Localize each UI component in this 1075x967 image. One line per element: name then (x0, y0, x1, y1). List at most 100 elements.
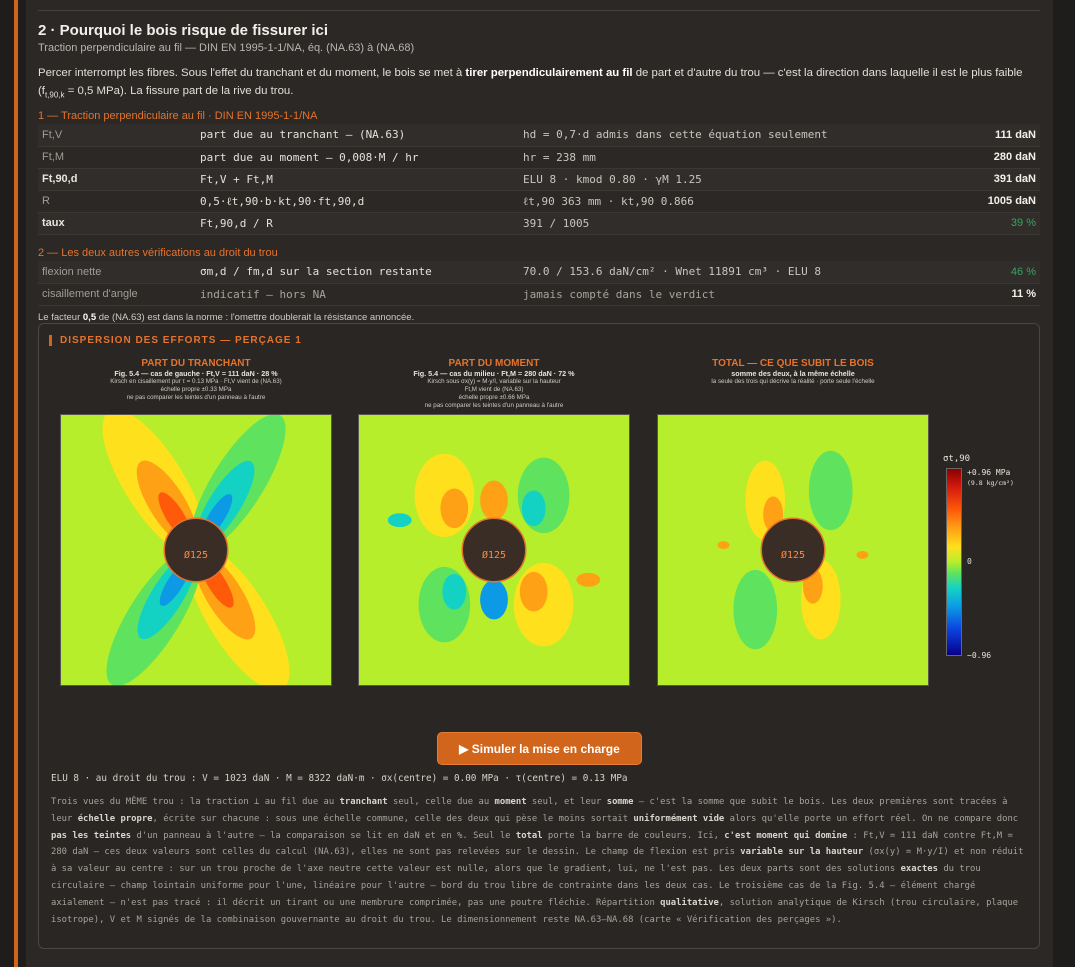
panel-header-total: TOTAL — CE QUE SUBIT LE BOIS somme des d… (657, 358, 929, 386)
table-row: taux Ft,90,d / R 391 / 1005 39 % (38, 212, 1040, 235)
panel-caption: ne pas comparer les teintes d'un panneau… (424, 402, 564, 409)
colorbar (946, 468, 962, 656)
explanation-emphasis: somme (606, 797, 634, 807)
row-formula: 0,5·ℓt,90·b·kt,90·ft,90,d (196, 190, 519, 213)
explanation-run: alors qu'elle porte un effort réel. On n… (724, 813, 1019, 824)
panel-caption: Fig. 5.4 — cas du milieu · Ft,M = 280 da… (413, 369, 575, 378)
row-label: Ft,90,d (38, 168, 196, 191)
row-value: 280 daN (939, 146, 1040, 169)
panel-title: PART DU TRANCHANT (141, 358, 251, 369)
table-row: cisaillement d'angle indicatif — hors NA j… (38, 283, 1040, 306)
explanation-run: (σx(y) = M·y/I) et non réduit à sa valeu… (51, 847, 1024, 875)
divider (38, 10, 1040, 11)
explanation-emphasis: total (515, 830, 543, 841)
row-param: hd = 0,7·d admis dans cette équation seu… (519, 124, 939, 147)
row-formula: part due au moment — 0,008·M / hr (196, 146, 519, 169)
block2-table: flexion nette σm,d / fm,d sur la section … (38, 261, 1040, 306)
explanation-emphasis: moment (494, 797, 527, 807)
explanation-run: du trou circulaire — champ lointain unif… (51, 864, 981, 908)
panel-title: PART DU MOMENT (448, 358, 540, 369)
row-value: 391 daN (939, 168, 1040, 191)
row-label: Ft,V (38, 124, 196, 147)
panel-caption: Kirsch en cisaillement pur τ = 0.13 MPa … (110, 378, 282, 385)
footnote: Le facteur 0,5 de (NA.63) est dans la no… (38, 312, 415, 323)
row-param: 70.0 / 153.6 daN/cm² · Wnet 11891 cm³ · … (519, 261, 939, 284)
colorbar-max: +0.96 MPa (967, 468, 1011, 477)
dispersion-card: DISPERSION DES EFFORTS — PERÇAGE 1 PART … (38, 323, 1040, 949)
row-value: 1005 daN (939, 190, 1040, 213)
row-label: R (38, 190, 196, 213)
explanation-run: , solution analytique de Kirsch (trou ci… (51, 897, 1019, 925)
row-value: 11 % (939, 283, 1040, 306)
explanation-run: — c'est la somme que subit le bois. Les … (51, 797, 1008, 824)
row-label: cisaillement d'angle (38, 283, 196, 306)
row-value: 39 % (939, 212, 1040, 235)
explanation-run: : Ft,V = 111 daN contre Ft,M = 280 daN —… (51, 830, 1013, 858)
panel-caption: ne pas comparer les teintes d'un panneau… (126, 394, 266, 401)
row-label: Ft,M (38, 146, 196, 169)
row-formula: Ft,V + Ft,M (196, 168, 519, 191)
panel-caption: Fig. 5.4 — cas de gauche · Ft,V = 111 da… (114, 369, 278, 378)
table-row: R 0,5·ℓt,90·b·kt,90·ft,90,d ℓt,90 363 mm ·… (38, 190, 1040, 213)
block1-title: 1 — Traction perpendiculaire au fil · DI… (38, 110, 318, 122)
explanation-emphasis: qualitative (660, 897, 719, 908)
explanation-emphasis: uniformément vide (633, 813, 725, 824)
table-row: flexion nette σm,d / fm,d sur la section … (38, 261, 1040, 284)
panel-caption: la seule des trois qui décrive la réalit… (711, 378, 875, 385)
stress-map-total (657, 414, 929, 686)
left-accent-bar (14, 0, 18, 967)
elu-summary: ELU 8 · au droit du trou : V = 1023 daN … (51, 773, 628, 784)
colorbar-max-sub: (9.8 kg/cm²) (967, 479, 1014, 487)
panel-header-moment: PART DU MOMENT Fig. 5.4 — cas du milieu … (358, 358, 630, 410)
row-formula: indicatif — hors NA (196, 283, 519, 306)
hole-label: Ø125 (183, 550, 209, 561)
block2-title: 2 — Les deux autres vérifications au dro… (38, 247, 278, 259)
explanation-run: , écrite sur chacune : sous une échelle … (152, 813, 634, 824)
block1-table: Ft,V part due au tranchant — (NA.63) hd = … (38, 124, 1040, 235)
row-value: 46 % (939, 261, 1040, 284)
row-param: jamais compté dans le verdict (519, 283, 939, 306)
explanation-run: seul, et leur (526, 797, 607, 807)
section-title: 2 · Pourquoi le bois risque de fissurer … (38, 22, 329, 39)
hole-label: Ø125 (780, 550, 806, 561)
row-param: hr = 238 mm (519, 146, 939, 169)
row-formula: σm,d / fm,d sur la section restante (196, 261, 519, 284)
panel-caption: Kirsch sous σx(y) = M·y/I, variable sur … (427, 378, 561, 385)
explanation-text: Trois vues du MÊME trou : la traction ⊥ … (51, 794, 1031, 928)
section-subtitle: Traction perpendiculaire au fil — DIN EN… (38, 42, 415, 54)
row-param: ℓt,90 363 mm · kt,90 0.866 (519, 190, 939, 213)
table-row: Ft,90,d Ft,V + Ft,M ELU 8 · kmod 0.80 · γM… (38, 168, 1040, 191)
colorbar-min: −0.96 (967, 651, 992, 660)
explanation-run: d'un panneau à l'autre — la comparaison … (131, 830, 516, 841)
panel-caption: échelle propre ±0.33 MPa (160, 386, 232, 393)
dispersion-title: DISPERSION DES EFFORTS — PERÇAGE 1 (49, 335, 302, 346)
explanation-run: seul, celle due au (387, 797, 495, 807)
explanation-emphasis: c'est moment qui domine (724, 830, 848, 841)
explanation-run: Trois vues du MÊME trou : la traction ⊥ … (51, 797, 340, 807)
intro-paragraph: Percer interrompt les fibres. Sous l'eff… (38, 67, 1023, 100)
panel-caption: échelle propre ±0.66 MPa (458, 394, 530, 401)
simulate-button[interactable]: ▶ Simuler la mise en charge (437, 732, 642, 765)
panel-caption: Ft,M vient de (NA.63) (464, 386, 524, 393)
hole-label: Ø125 (481, 550, 507, 561)
panel-title: TOTAL — CE QUE SUBIT LE BOIS (712, 358, 874, 369)
row-param: 391 / 1005 (519, 212, 939, 235)
colorbar-zero: 0 (967, 557, 972, 566)
explanation-emphasis: exactes (900, 864, 938, 875)
stress-map-moment (358, 414, 630, 686)
row-formula: part due au tranchant — (NA.63) (196, 124, 519, 147)
stress-map-shear (60, 414, 332, 686)
explanation-emphasis: tranchant (339, 797, 388, 807)
row-value: 111 daN (939, 124, 1040, 147)
panel-caption: somme des deux, à la même échelle (731, 369, 855, 378)
table-row: Ft,V part due au tranchant — (NA.63) hd = … (38, 124, 1040, 147)
row-label: taux (38, 212, 196, 235)
colorbar-symbol: σt,90 (943, 454, 971, 464)
explanation-emphasis: variable sur la hauteur (740, 847, 864, 858)
table-row: Ft,M part due au moment — 0,008·M / hr hr … (38, 146, 1040, 169)
explanation-run: porte la barre de couleurs. Ici, (542, 830, 725, 841)
panel-header-shear: PART DU TRANCHANT Fig. 5.4 — cas de gauc… (60, 358, 332, 402)
row-param: ELU 8 · kmod 0.80 · γM 1.25 (519, 168, 939, 191)
explanation-emphasis: échelle propre (77, 813, 153, 824)
row-formula: Ft,90,d / R (196, 212, 519, 235)
